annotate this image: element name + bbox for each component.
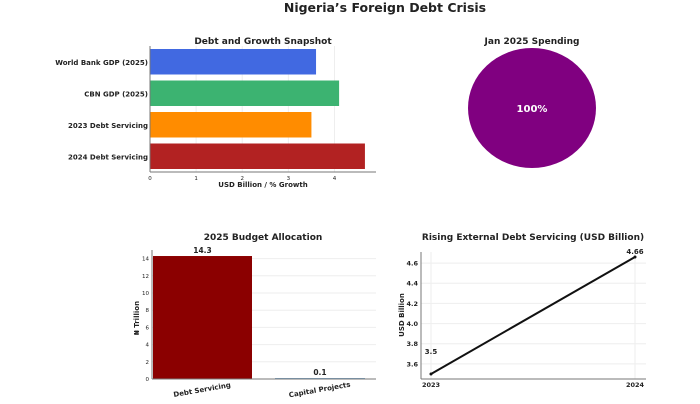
data-point: [633, 255, 637, 259]
y-tick-label: 4.4: [406, 280, 418, 288]
y-tick-label: 4.0: [406, 320, 418, 328]
bar: [150, 143, 365, 169]
bar: [150, 49, 317, 75]
debt-servicing-line-chart: Rising External Debt Servicing (USD Bill…: [398, 233, 646, 389]
y-axis-label: USD Billion: [398, 293, 406, 337]
bar: [150, 112, 312, 138]
y-tick-label: 2: [146, 360, 150, 366]
chart-title: Debt and Growth Snapshot: [194, 37, 332, 47]
data-label: 3.5: [425, 348, 438, 356]
bar: [153, 256, 252, 379]
x-tick-label: Debt Servicing: [173, 381, 232, 399]
y-tick-label: 10: [142, 291, 149, 297]
y-tick-label: 3.6: [406, 360, 418, 368]
x-axis-label: USD Billion / % Growth: [218, 181, 307, 189]
slice-label: 100%: [517, 104, 548, 115]
x-tick-label: 0: [148, 176, 152, 182]
y-tick-label: 6: [146, 325, 150, 331]
y-axis-label: ₦ Trillion: [133, 301, 141, 335]
data-label: 0.1: [313, 368, 326, 377]
data-label: 4.66: [626, 248, 643, 256]
y-tick-label: 3.8: [406, 340, 418, 348]
data-point: [429, 372, 433, 376]
series-line: [430, 256, 636, 375]
y-tick-label: World Bank GDP (2025): [55, 59, 148, 67]
pie-slice: [468, 48, 596, 168]
bar: [150, 80, 340, 106]
budget-allocation-chart: 2025 Budget Allocation 0 2 4 6 8 10 12 14 14.3 Deb…: [133, 233, 376, 399]
debt-growth-chart: Debt and Growth Snapshot 0 1 2 3 4 World Bank …: [55, 37, 376, 189]
y-tick-label: 2023 Debt Servicing: [68, 122, 148, 130]
spending-pie-chart: Jan 2025 Spending 100%: [468, 37, 596, 168]
y-tick-label: 0: [146, 377, 150, 383]
y-tick-label: 2024 Debt Servicing: [68, 153, 148, 161]
x-tick-label: 2024: [626, 381, 645, 389]
chart-title: Rising External Debt Servicing (USD Bill…: [422, 233, 644, 243]
x-tick-label: 2023: [422, 381, 440, 389]
x-tick-label: Capital Projects: [288, 381, 351, 400]
y-tick-label: 14: [142, 257, 149, 263]
x-tick-label: 1: [194, 176, 198, 182]
chart-title: 2025 Budget Allocation: [204, 233, 323, 243]
y-tick-label: 8: [146, 308, 150, 314]
y-tick-label: CBN GDP (2025): [84, 90, 148, 98]
x-tick-label: 2: [240, 176, 244, 182]
x-tick-label: 3: [287, 176, 291, 182]
figure-title: Nigeria’s Foreign Debt Crisis: [284, 0, 486, 15]
y-tick-label: 12: [142, 274, 149, 280]
data-label: 14.3: [193, 246, 212, 255]
y-tick-label: 4.6: [406, 260, 418, 268]
x-tick-label: 4: [333, 176, 337, 182]
y-tick-label: 4: [146, 343, 150, 349]
y-tick-label: 4.2: [406, 300, 418, 308]
chart-title: Jan 2025 Spending: [484, 37, 580, 47]
